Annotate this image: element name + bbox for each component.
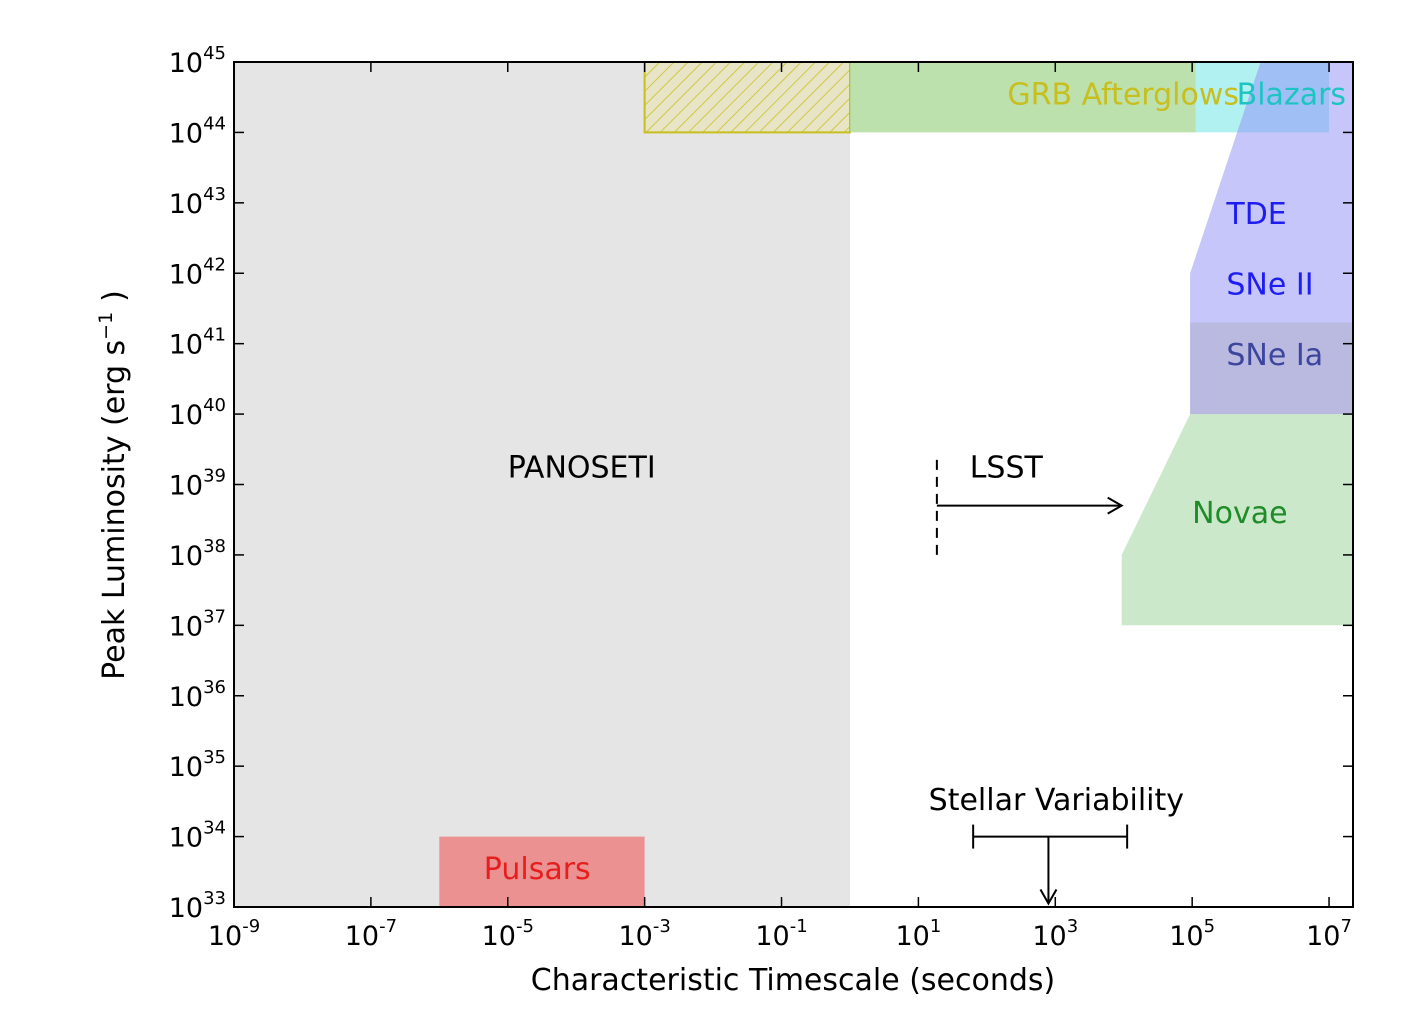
y-axis-title-main: Peak Luminosity (erg s: [97, 340, 132, 680]
label-stellar-variability: Stellar Variability: [929, 783, 1184, 818]
y-tick-label: 1034: [169, 818, 226, 854]
x-tick-label: 105: [1169, 916, 1215, 952]
label-tde: TDE: [1225, 197, 1286, 232]
region-grb-hatched-hatch: [643, 62, 851, 134]
x-tick-label: 10-5: [482, 916, 534, 952]
y-axis-title-sup: −1: [95, 312, 117, 340]
label-lsst: LSST: [970, 450, 1044, 485]
region-pulsars: [439, 836, 645, 907]
x-tick-label: 103: [1032, 916, 1078, 952]
axes-layer: 10-9 10-7 10-5 10-3 10-1 101 103 105 107 1033 1034…: [169, 43, 1354, 952]
x-tick-label: 10-9: [208, 916, 260, 952]
x-tick-label: 107: [1306, 916, 1352, 952]
label-pulsars: Pulsars: [484, 852, 591, 887]
region-novae: [1121, 414, 1353, 626]
y-axis-title-close: ): [97, 290, 132, 302]
label-novae: Novae: [1192, 496, 1287, 531]
region-panoseti: [234, 62, 850, 907]
label-sne2: SNe II: [1226, 267, 1313, 302]
y-tick-label: 1038: [169, 536, 226, 572]
y-axis-title: Peak Luminosity (erg s−1): [95, 290, 132, 680]
x-tick-label: 10-3: [618, 916, 670, 952]
y-tick-label: 1037: [169, 606, 226, 642]
y-tick-label: 1035: [169, 747, 226, 783]
x-axis-title: Characteristic Timescale (seconds): [531, 963, 1056, 998]
label-panoseti: PANOSETI: [508, 450, 656, 485]
y-tick-label: 1039: [169, 466, 226, 502]
y-tick-label: 1043: [169, 184, 226, 220]
x-tick-label: 10-1: [755, 916, 807, 952]
regions-layer: [234, 62, 1353, 907]
y-tick-label: 1036: [169, 677, 226, 713]
y-tick-label: 1044: [169, 113, 226, 149]
region-grb-afterglows: [850, 62, 1196, 133]
x-tick-label: 10-7: [345, 916, 397, 952]
stellar-variability-arrow-head: [1039, 888, 1058, 906]
label-sne1a: SNe Ia: [1226, 338, 1323, 373]
label-grb-afterglows: GRB Afterglows: [1007, 77, 1239, 112]
region-sne1a: [1190, 322, 1353, 415]
y-tick-label: 1040: [169, 395, 226, 431]
x-tick-label: 101: [895, 916, 941, 952]
label-blazars: Blazars: [1237, 77, 1346, 112]
y-tick-label: 1042: [169, 254, 226, 290]
y-tick-label: 1033: [169, 888, 226, 924]
lsst-arrow-head: [1107, 496, 1124, 515]
y-tick-label: 1041: [169, 325, 226, 361]
y-tick-label: 1045: [169, 43, 226, 79]
